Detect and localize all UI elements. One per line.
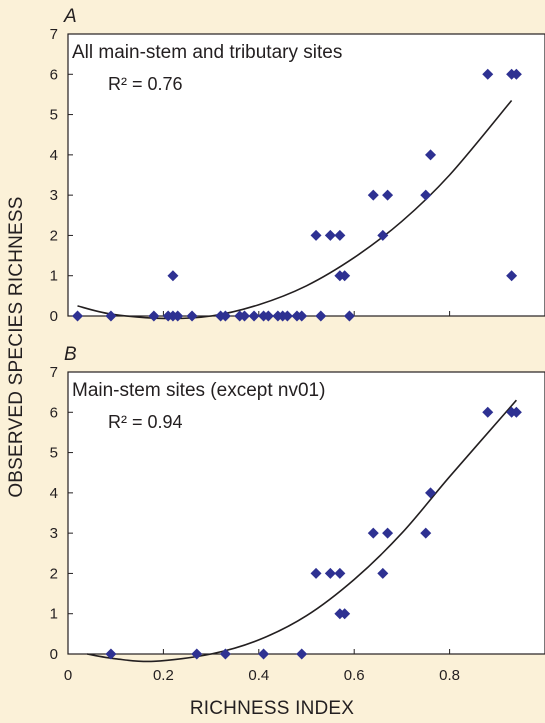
x-axis-label: RICHNESS INDEX	[190, 698, 354, 719]
data-point	[367, 189, 379, 201]
data-point	[324, 229, 336, 241]
panel-b-title: Main-stem sites (except nv01)	[72, 380, 325, 401]
data-point	[324, 567, 336, 579]
y-tick-label: 0	[50, 646, 58, 663]
data-point	[296, 310, 308, 322]
data-point	[510, 406, 522, 418]
panel-b: B Main-stem sites (except nv01) R² = 0.9…	[50, 344, 545, 684]
panel-b-letter: B	[64, 344, 77, 365]
panel-b-r2: R² = 0.94	[108, 412, 183, 432]
panel-a-fit-curve	[77, 99, 513, 320]
panel-b-fit-curve	[86, 399, 518, 663]
data-point	[339, 270, 351, 282]
y-tick-label: 7	[50, 26, 58, 43]
data-point	[172, 310, 184, 322]
data-point	[315, 310, 327, 322]
data-point	[367, 527, 379, 539]
data-point	[382, 189, 394, 201]
x-tick-labels: 0 0.2 0.4 0.6 0.8	[64, 667, 460, 684]
y-tick-label: 1	[50, 606, 58, 623]
y-tick-label: 4	[50, 485, 58, 502]
y-tick-label: 6	[50, 66, 58, 83]
data-point	[105, 648, 117, 660]
data-point	[219, 310, 231, 322]
y-tick-label: 4	[50, 147, 58, 164]
data-point	[420, 189, 432, 201]
data-point	[425, 149, 437, 161]
panel-b-plot-area	[67, 371, 545, 655]
data-point	[377, 567, 389, 579]
data-point	[334, 567, 346, 579]
y-tick-label: 6	[50, 404, 58, 421]
panel-a-letter: A	[63, 6, 77, 27]
panel-b-points	[105, 406, 522, 660]
data-point	[258, 648, 270, 660]
data-point	[382, 527, 394, 539]
data-point	[310, 567, 322, 579]
data-point	[248, 310, 260, 322]
panel-a: A All main-stem and tributary sites R² =…	[50, 6, 545, 325]
panel-a-r2: R² = 0.76	[108, 74, 183, 94]
y-tick-label: 5	[50, 107, 58, 124]
panel-b-x-axis	[67, 649, 451, 654]
data-point	[296, 648, 308, 660]
x-tick-label: 0.8	[439, 667, 460, 684]
x-tick-label: 0.2	[153, 667, 174, 684]
data-point	[310, 229, 322, 241]
panel-a-points	[72, 68, 522, 322]
y-tick-label: 7	[50, 364, 58, 381]
y-tick-label: 2	[50, 565, 58, 582]
data-point	[420, 527, 432, 539]
data-point	[186, 310, 198, 322]
panel-b-y-axis: 0 1 2 3 4 5 6 7	[50, 364, 73, 663]
panel-a-y-axis: 0 1 2 3 4 5 6 7	[50, 26, 73, 325]
y-axis-label: OBSERVED SPECIES RICHNESS	[6, 196, 27, 497]
data-point	[339, 608, 351, 620]
y-tick-label: 3	[50, 187, 58, 204]
data-point	[167, 270, 179, 282]
data-point	[334, 229, 346, 241]
data-point	[425, 487, 437, 499]
data-point	[148, 310, 160, 322]
data-point	[219, 648, 231, 660]
data-point	[262, 310, 274, 322]
data-point	[72, 310, 84, 322]
data-point	[343, 310, 355, 322]
data-point	[191, 648, 203, 660]
y-tick-label: 2	[50, 227, 58, 244]
y-tick-label: 5	[50, 445, 58, 462]
y-tick-label: 0	[50, 308, 58, 325]
data-point	[238, 310, 250, 322]
panel-a-x-axis	[67, 311, 451, 316]
data-point	[510, 68, 522, 80]
data-point	[482, 68, 494, 80]
panel-a-plot-area	[67, 33, 545, 317]
data-point	[506, 270, 518, 282]
x-tick-label: 0.6	[344, 667, 365, 684]
panel-a-title: All main-stem and tributary sites	[72, 42, 342, 63]
y-tick-label: 3	[50, 525, 58, 542]
x-tick-label: 0	[64, 667, 72, 684]
data-point	[281, 310, 293, 322]
data-point	[105, 310, 117, 322]
x-tick-label: 0.4	[248, 667, 269, 684]
data-point	[482, 406, 494, 418]
y-tick-label: 1	[50, 268, 58, 285]
data-point	[377, 229, 389, 241]
